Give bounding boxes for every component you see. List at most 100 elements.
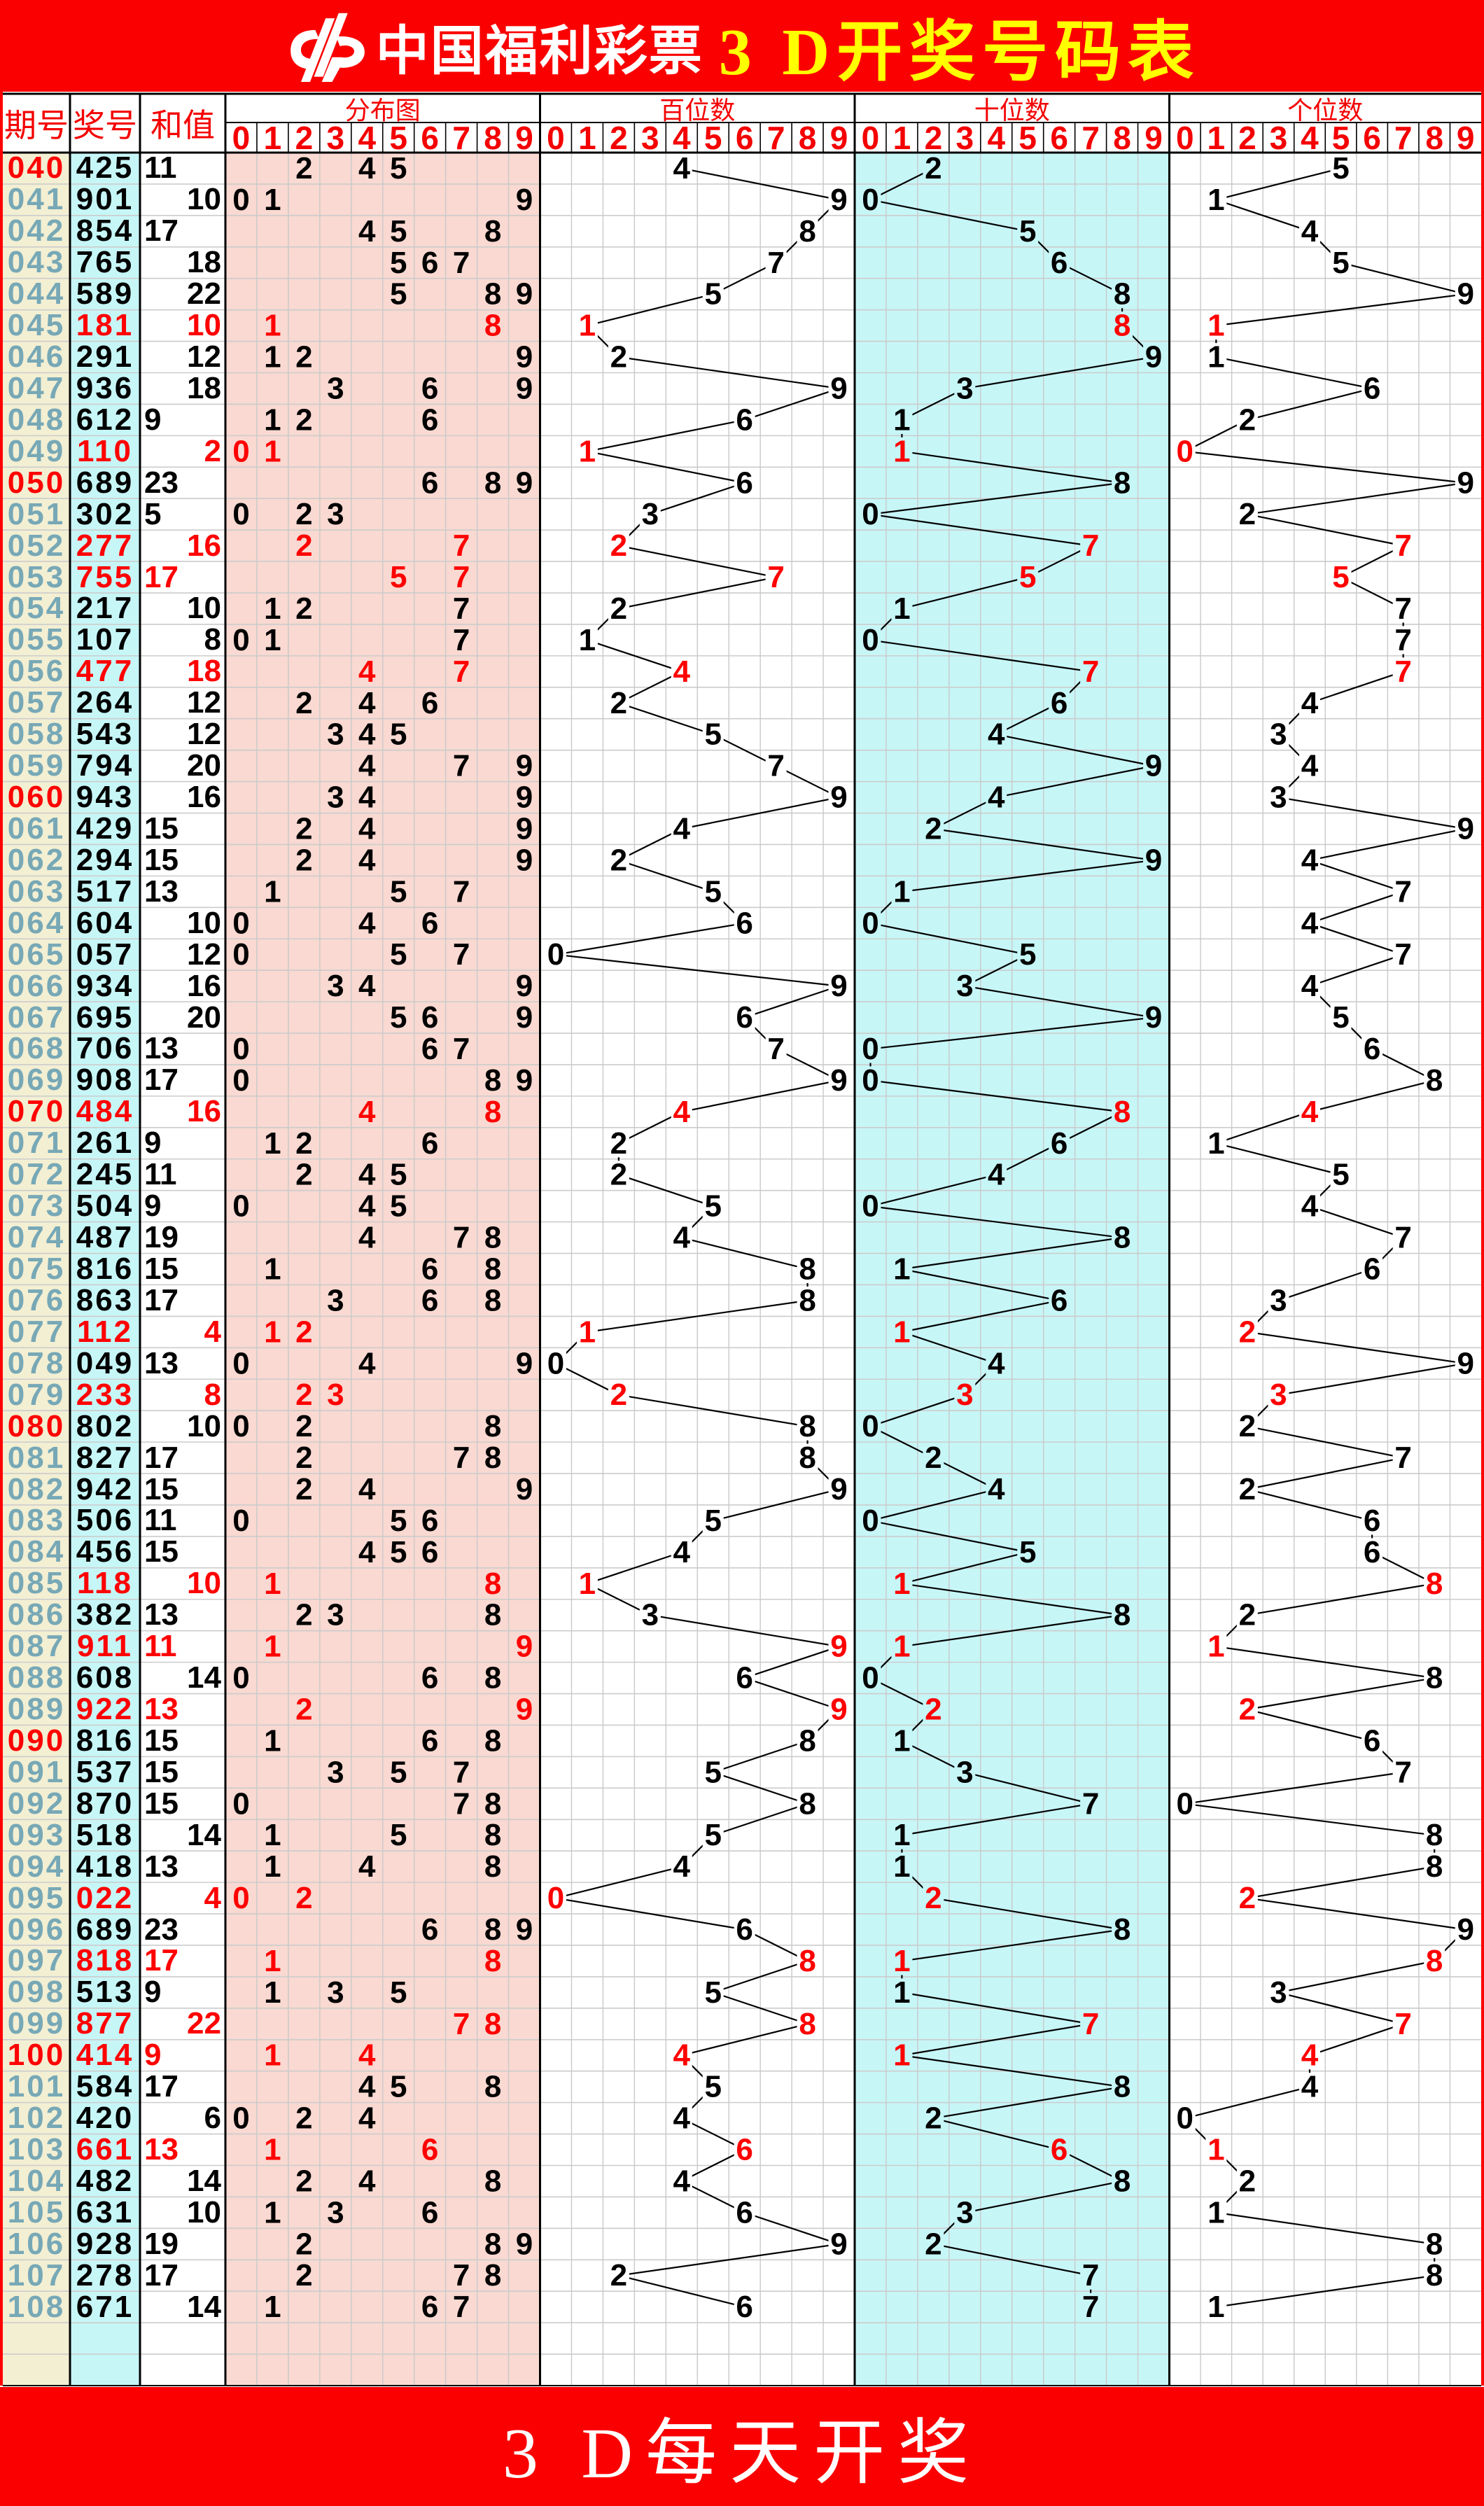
number-cell: 584 [76,2069,134,2104]
period-cell: 104 [7,2163,66,2198]
period-cell: 051 [7,496,66,531]
digit-header-3-7: 7 [1394,119,1413,156]
number-cell: 863 [76,1282,134,1317]
sum-cell: 17 [144,214,178,248]
sum-cell: 13 [144,1031,178,1066]
digit-header-2-9: 9 [1144,119,1163,156]
period-cell: 085 [7,1566,66,1601]
period-cell: 059 [7,748,66,783]
period-cell: 058 [7,717,66,752]
period-cell: 057 [7,685,66,720]
period-cell: 066 [7,968,66,1003]
digit-header-2-5: 5 [1018,119,1037,156]
period-cell: 053 [7,559,66,594]
period-cell: 107 [7,2258,66,2292]
digit-header-3-8: 8 [1425,119,1443,156]
number-cell: 537 [76,1754,134,1789]
sum-cell: 11 [144,1157,177,1192]
period-cell: 056 [7,654,66,689]
period-cell: 101 [7,2069,66,2104]
sum-cell: 9 [144,1126,162,1161]
number-cell: 854 [76,214,134,248]
number-cell: 049 [76,1345,134,1380]
period-cell: 103 [7,2132,66,2167]
sum-cell: 9 [144,2038,162,2073]
digit-header-0-0: 0 [232,119,251,156]
sum-cell: 8 [204,622,221,657]
number-cell: 118 [77,1566,133,1601]
number-cell: 755 [76,559,134,594]
header-banner: 中国福利彩票 3 D开奖号码表 [0,0,1484,92]
number-cell: 425 [76,150,134,186]
digit-header-1-8: 8 [798,119,817,156]
period-cell: 105 [7,2194,66,2230]
digit-header-3-5: 5 [1331,119,1350,156]
sum-cell: 12 [187,937,221,972]
number-cell: 245 [76,1157,134,1192]
number-cell: 291 [76,340,134,374]
period-cell: 095 [7,1880,66,1915]
brand-text: 中国福利彩票 [375,21,704,81]
digit-header-0-9: 9 [515,119,533,156]
digit-header-0-4: 4 [358,119,377,156]
digit-header-0-7: 7 [452,119,470,156]
sum-cell: 17 [144,1943,178,1978]
period-cell: 043 [7,245,66,280]
number-cell: 513 [76,1975,134,2010]
sum-cell: 5 [144,496,162,531]
sum-cell: 15 [144,1754,178,1789]
column-header-number: 奖号 [73,108,137,144]
period-cell: 052 [7,528,66,563]
period-cell: 040 [7,150,66,186]
number-cell: 816 [76,1252,134,1286]
period-cell: 072 [7,1157,66,1192]
number-cell: 608 [76,1660,134,1695]
period-cell: 091 [7,1754,66,1789]
period-cell: 076 [7,1282,66,1317]
digit-header-3-4: 4 [1301,119,1319,156]
number-cell: 456 [76,1534,134,1569]
period-cell: 097 [7,1943,66,1978]
section-title-0: 分布图 [344,96,421,125]
number-cell: 942 [76,1471,134,1506]
number-cell: 382 [76,1597,134,1632]
sum-cell: 10 [187,1566,221,1601]
digit-header-3-9: 9 [1456,119,1475,156]
number-cell: 695 [76,1000,134,1035]
number-cell: 689 [76,465,134,500]
sum-cell: 8 [204,1377,221,1412]
period-cell: 100 [7,2038,66,2073]
period-cell: 093 [7,1817,66,1852]
sum-cell: 20 [187,748,221,783]
sum-cell: 9 [144,402,162,437]
number-cell: 911 [77,1629,133,1664]
sum-cell: 4 [204,1314,221,1349]
number-cell: 506 [76,1503,134,1538]
sum-cell: 13 [144,1692,178,1727]
period-cell: 068 [7,1031,66,1066]
number-cell: 936 [76,370,134,405]
period-cell: 046 [7,340,66,374]
sum-cell: 13 [144,1597,178,1632]
sum-cell: 12 [187,717,221,752]
period-cell: 078 [7,1345,66,1380]
period-cell: 082 [7,1471,66,1506]
sum-cell: 11 [144,1503,177,1538]
section-title-3: 个位数 [1287,96,1364,125]
sum-cell: 23 [144,1912,178,1947]
period-cell: 077 [7,1314,66,1349]
sum-cell: 18 [187,245,221,280]
sum-cell: 16 [187,528,221,563]
period-cell: 062 [7,842,66,877]
number-cell: 504 [76,1189,134,1224]
digit-header-3-2: 2 [1238,119,1256,156]
number-cell: 661 [76,2132,134,2167]
period-cell: 080 [7,1408,66,1443]
digit-header-2-2: 2 [924,119,943,156]
cwl-logo-icon [290,13,365,82]
period-cell: 048 [7,402,66,437]
digit-header-3-3: 3 [1269,119,1288,156]
number-cell: 414 [76,2038,134,2073]
digit-header-0-5: 5 [389,119,408,156]
number-cell: 765 [76,245,134,280]
